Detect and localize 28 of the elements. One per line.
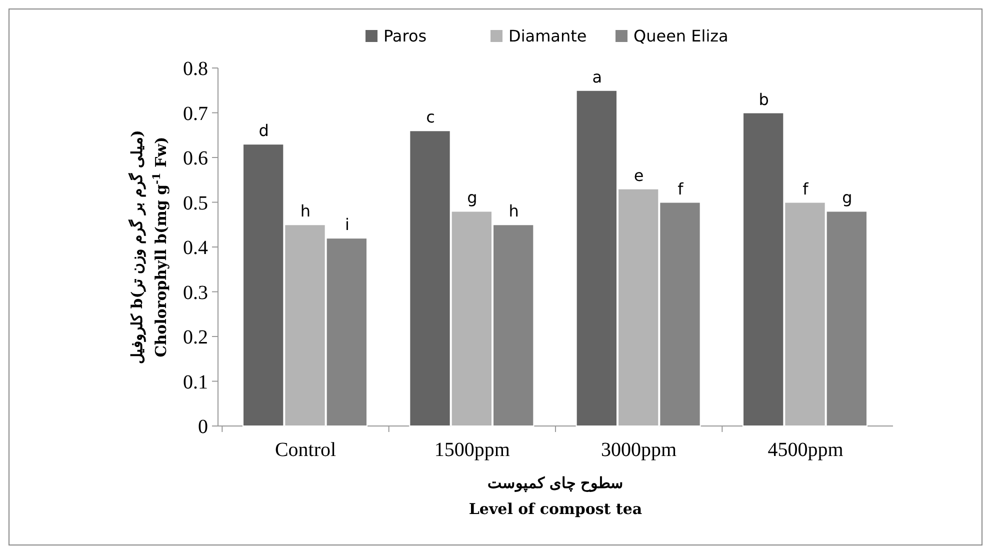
data-label: g [842,188,852,208]
data-label: c [426,108,435,127]
data-label: e [634,166,644,185]
x-tick-label: 1500ppm [434,439,510,461]
data-label: i [344,215,350,234]
data-label: h [300,202,311,221]
y-tick-label: 0 [198,416,208,438]
data-label: h [508,202,519,221]
legend-label: Paros [384,26,427,46]
data-label: f [678,179,684,198]
data-label: f [802,179,809,198]
y-tick-label: 0.6 [183,148,208,170]
data-label: d [258,121,269,140]
x-tick-label: 3000ppm [601,439,678,461]
x-tick-label: Control [274,439,336,461]
y-tick-label: 0.8 [183,58,208,80]
data-label: g [467,188,478,208]
y-tick-label: 0.7 [183,102,208,125]
y-tick-label: 0.1 [183,371,208,394]
y-tick-label: 0.4 [183,237,208,259]
data-label: b [758,90,769,109]
legend-label: Diamante [508,26,587,46]
y-tick-label: 0.5 [183,192,208,214]
y-tick-label: 0.3 [183,282,208,304]
data-label: a [592,67,602,86]
x-tick-label: 4500ppm [768,439,844,461]
legend-label: Queen Eliza [634,26,728,46]
y-tick-label: 0.2 [183,326,208,348]
